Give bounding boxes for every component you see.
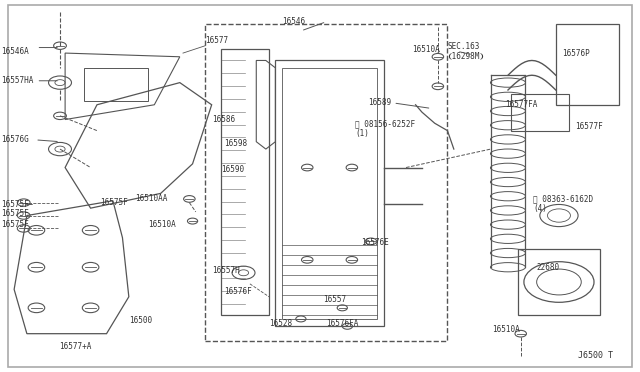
Text: 16577+A: 16577+A <box>59 342 91 351</box>
Text: 16576P: 16576P <box>562 49 590 58</box>
Text: 16586: 16586 <box>212 115 235 124</box>
Text: 16575F: 16575F <box>100 198 128 207</box>
Text: 16510AA: 16510AA <box>135 195 168 203</box>
Text: J6500 T: J6500 T <box>578 350 613 359</box>
Text: 16557: 16557 <box>323 295 346 304</box>
Text: 16557H: 16557H <box>212 266 239 275</box>
Text: Ⓑ 08363-6162D
(4): Ⓑ 08363-6162D (4) <box>534 194 593 214</box>
Text: Ⓑ 08156-6252F
(1): Ⓑ 08156-6252F (1) <box>355 119 415 138</box>
Text: 16576G: 16576G <box>1 135 29 144</box>
Bar <box>282 68 378 319</box>
Text: 16546A: 16546A <box>1 47 29 56</box>
Text: 16598: 16598 <box>225 139 248 148</box>
Text: 16576FA: 16576FA <box>326 319 359 328</box>
Text: SEC.163
❨16298M❩: SEC.163 ❨16298M❩ <box>447 42 484 61</box>
Text: 16510A: 16510A <box>412 45 440 54</box>
Text: 16500: 16500 <box>129 316 152 325</box>
Bar <box>84 68 148 101</box>
Bar <box>275 61 384 326</box>
Text: 16589: 16589 <box>368 99 391 108</box>
Text: 16575F: 16575F <box>1 220 29 229</box>
Text: 22680: 22680 <box>537 263 560 272</box>
Text: 16576F: 16576F <box>225 287 252 296</box>
Text: 16576E: 16576E <box>362 238 389 247</box>
Text: 16577FA: 16577FA <box>505 100 537 109</box>
Text: 16590: 16590 <box>221 165 244 174</box>
Bar <box>518 249 600 315</box>
Text: 16575F: 16575F <box>1 200 29 209</box>
Text: 16575F: 16575F <box>1 209 29 218</box>
Text: 16546: 16546 <box>282 17 305 26</box>
Bar <box>205 23 447 341</box>
Bar <box>556 23 620 105</box>
Text: 16510A: 16510A <box>492 325 520 334</box>
Bar <box>511 94 568 131</box>
Text: 16577F: 16577F <box>575 122 603 131</box>
Text: 16510A: 16510A <box>148 220 176 229</box>
Text: 16577: 16577 <box>205 36 228 45</box>
Text: 16557HA: 16557HA <box>1 76 34 85</box>
Text: 16528: 16528 <box>269 319 292 328</box>
Bar <box>221 49 269 315</box>
